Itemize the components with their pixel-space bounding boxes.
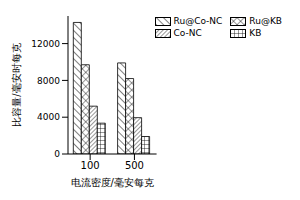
- svg-text:比容量/毫安时每克: 比容量/毫安时每克: [11, 43, 22, 126]
- svg-text:0: 0: [54, 149, 60, 159]
- svg-text:电流密度/毫安每克: 电流密度/毫安每克: [71, 177, 154, 188]
- svg-text:500: 500: [125, 160, 144, 171]
- html-text:Co-NC: Co-NC: [173, 28, 202, 38]
- svg-text:100: 100: [81, 160, 100, 171]
- html-text:Ru@KB: Ru@KB: [249, 16, 282, 26]
- html-text:Ru@Co-NC: Ru@Co-NC: [173, 16, 223, 26]
- svg-text:12000: 12000: [31, 39, 60, 49]
- svg-text:8000: 8000: [37, 76, 60, 86]
- svg-text:4000: 4000: [37, 112, 60, 122]
- html-text:KB: KB: [249, 28, 262, 38]
